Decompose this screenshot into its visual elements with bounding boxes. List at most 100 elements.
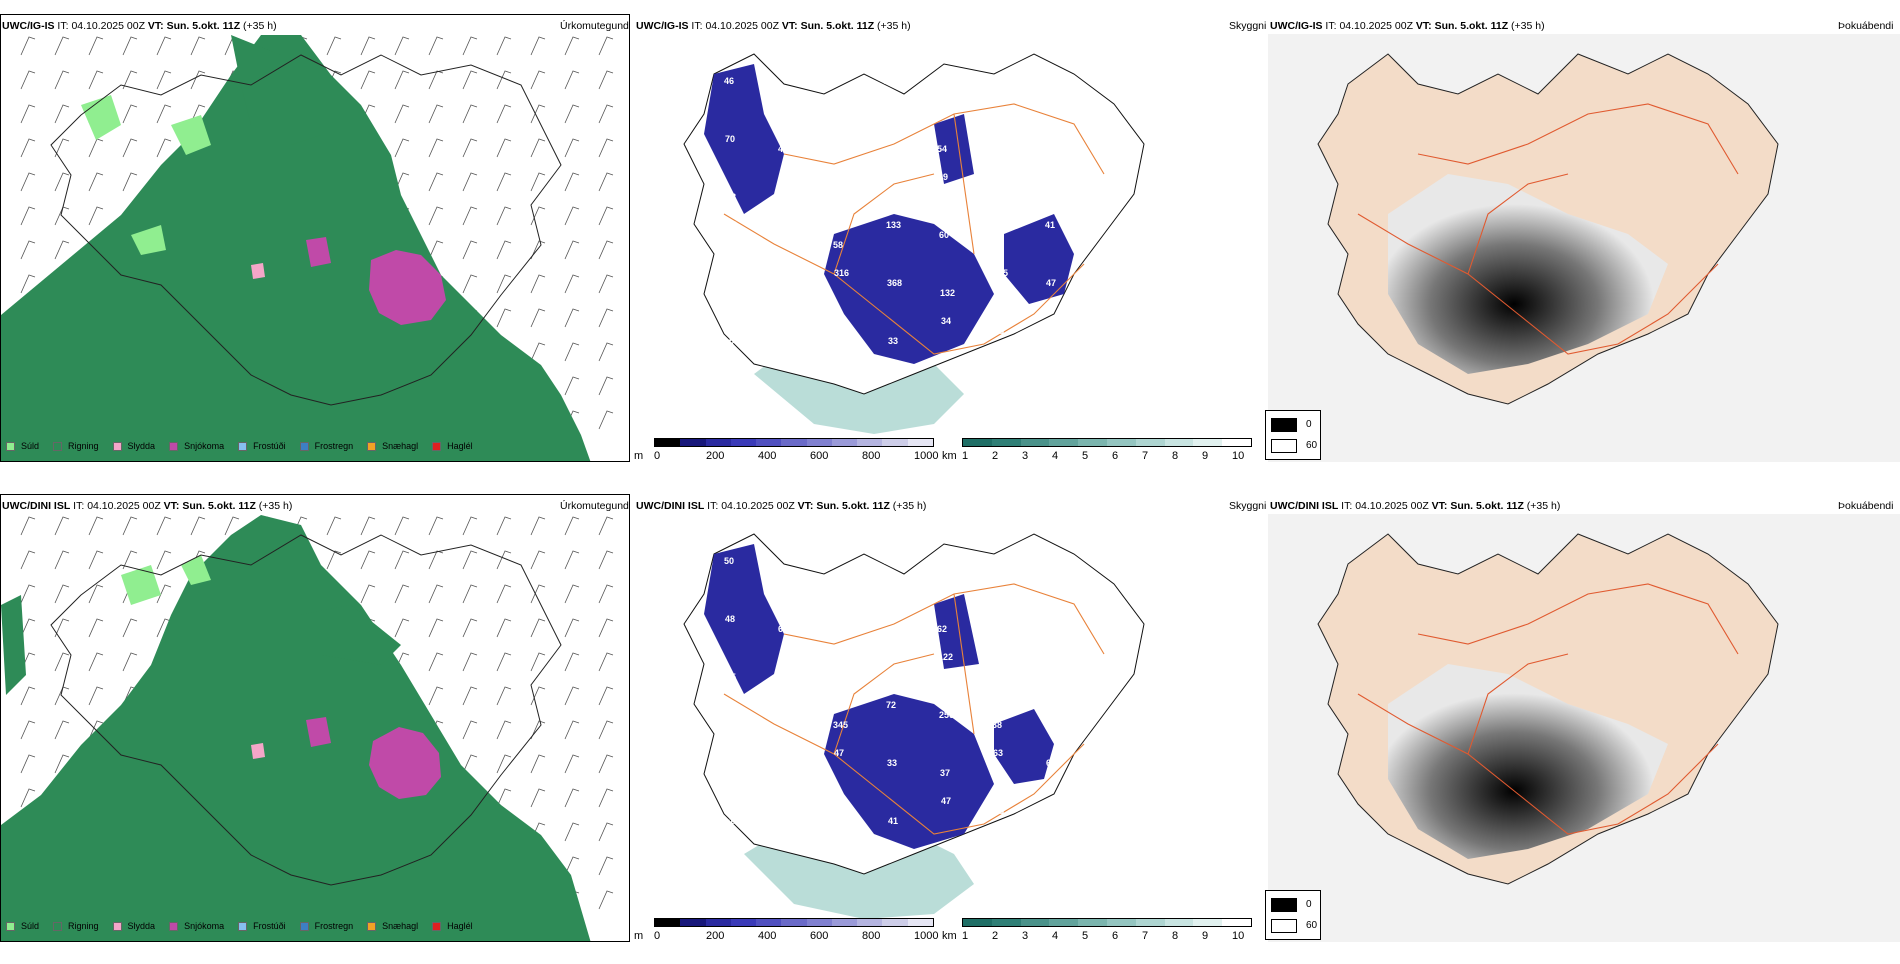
rain-area	[1, 595, 401, 695]
colorbar-tick: 400	[758, 450, 777, 462]
fog-indicator-map	[1268, 34, 1900, 462]
panel-header: UWC/DINI ISL IT: 04.10.2025 00Z VT: Sun.…	[1270, 500, 1560, 512]
wind-barb	[88, 652, 104, 672]
wind-barb	[360, 516, 376, 536]
wind-barb	[54, 70, 70, 90]
legend-item: Rigning	[53, 441, 99, 451]
legend-item: Slydda	[112, 441, 156, 451]
init-time: 04.10.2025 00Z	[1339, 20, 1413, 32]
wind-barb	[564, 856, 580, 876]
legend-swatch	[53, 921, 63, 931]
legend-label: Haglél	[447, 441, 473, 451]
wind-barb	[88, 550, 104, 570]
colorbar-tick: 0	[654, 930, 661, 942]
wind-barb	[564, 172, 580, 192]
colorbar-tick: 6	[1112, 450, 1119, 462]
colorbar-segment	[655, 919, 681, 926]
wind-barb	[462, 754, 478, 774]
road-network	[723, 103, 1105, 355]
colorbar-segment	[680, 919, 706, 926]
fog-legend: 0 60	[1265, 890, 1321, 940]
init-time: 04.10.2025 00Z	[1355, 500, 1429, 512]
valid-time: VT: Sun. 5.okt. 11Z	[797, 500, 890, 512]
wind-barb	[54, 172, 70, 192]
cloud-base-value: 41	[1045, 220, 1055, 230]
wind-barb	[428, 584, 444, 604]
cloud-base-value: 41	[888, 816, 898, 826]
colorbar-tick: 6	[1112, 930, 1119, 942]
rain-area	[1, 515, 591, 941]
cloud-base-value: 122	[938, 652, 953, 662]
cloud-base-value: 60	[939, 230, 949, 240]
cloud-title: Skyggni	[1229, 20, 1267, 32]
wind-barb	[598, 788, 614, 808]
cloud-base-area	[704, 544, 1054, 849]
wind-barb	[564, 618, 580, 638]
wind-barb	[462, 172, 478, 192]
wind-barb	[496, 550, 512, 570]
legend-swatch	[432, 441, 442, 451]
colorbar-segment	[963, 439, 992, 446]
model-name: UWC/IG-IS	[1270, 20, 1323, 32]
valid-time: VT: Sun. 5.okt. 11Z	[1415, 20, 1509, 32]
valid-time: VT: Sun. 5.okt. 11Z	[163, 500, 256, 512]
valid-time: VT: Sun. 5.okt. 11Z	[781, 20, 875, 32]
init-label: IT:	[707, 500, 719, 512]
wind-barb	[394, 70, 410, 90]
wind-barb	[598, 720, 614, 740]
wind-barb	[156, 138, 172, 158]
wind-barb	[428, 240, 444, 260]
wind-barb	[496, 686, 512, 706]
colorbar-segment	[907, 439, 933, 446]
fog-legend-swatch	[1271, 919, 1297, 933]
fog-legend-label: 0	[1306, 419, 1312, 430]
wind-barb	[20, 516, 36, 536]
wind-barb	[428, 104, 444, 124]
fog-legend-swatch	[1271, 439, 1297, 453]
init-label: IT:	[57, 20, 69, 32]
coastline	[50, 54, 562, 406]
fog-legend-label: 60	[1306, 440, 1318, 451]
legend-swatch	[53, 441, 63, 451]
wind-barb	[598, 342, 614, 362]
cloud-base-value: 52	[989, 96, 999, 106]
legend-item: Súld	[6, 921, 39, 931]
colorbar-segment	[1078, 919, 1107, 926]
wind-barb	[496, 652, 512, 672]
panel-header: UWC/DINI ISL IT: 04.10.2025 00Z VT: Sun.…	[636, 500, 926, 512]
wind-barb	[462, 686, 478, 706]
wind-barb	[496, 104, 512, 124]
cloud-base-value: 44	[1043, 134, 1053, 144]
legend-label: Frostregn	[314, 441, 354, 451]
cloud-base-value: 58	[782, 316, 792, 326]
colorbar-segment	[1164, 439, 1194, 446]
wind-barb	[54, 240, 70, 260]
cloud-base-value: 84	[832, 182, 842, 192]
legend-item: Haglél	[432, 441, 473, 451]
wind-barb	[496, 138, 512, 158]
legend-label: Snjókoma	[184, 441, 225, 451]
colorbar-strip	[962, 918, 1252, 927]
colorbar-segment	[1020, 919, 1050, 926]
fog-area	[1388, 174, 1668, 374]
wind-barb	[598, 376, 614, 396]
wind-barb	[462, 550, 478, 570]
legend-label: Slydda	[127, 441, 156, 451]
wind-barb	[122, 652, 138, 672]
colorbar-segment	[806, 919, 832, 926]
cloud-base-value: 79	[780, 230, 790, 240]
wind-barb	[88, 618, 104, 638]
colorbar-tick: 8	[1172, 930, 1179, 942]
legend-swatch	[6, 921, 15, 931]
colorbar-segment	[1020, 439, 1050, 446]
wind-barb	[598, 240, 614, 260]
wind-barb	[88, 138, 104, 158]
cloud-base-value: 316	[834, 268, 849, 278]
cloud-base-colorbar: m 0 200 400 600 800 1000	[634, 438, 938, 462]
wind-barb	[530, 754, 546, 774]
legend-label: Rigning	[68, 441, 99, 451]
legend-label: Súld	[21, 921, 40, 931]
wind-barb	[190, 516, 206, 536]
wind-barb	[496, 274, 512, 294]
wind-barb	[156, 36, 172, 56]
